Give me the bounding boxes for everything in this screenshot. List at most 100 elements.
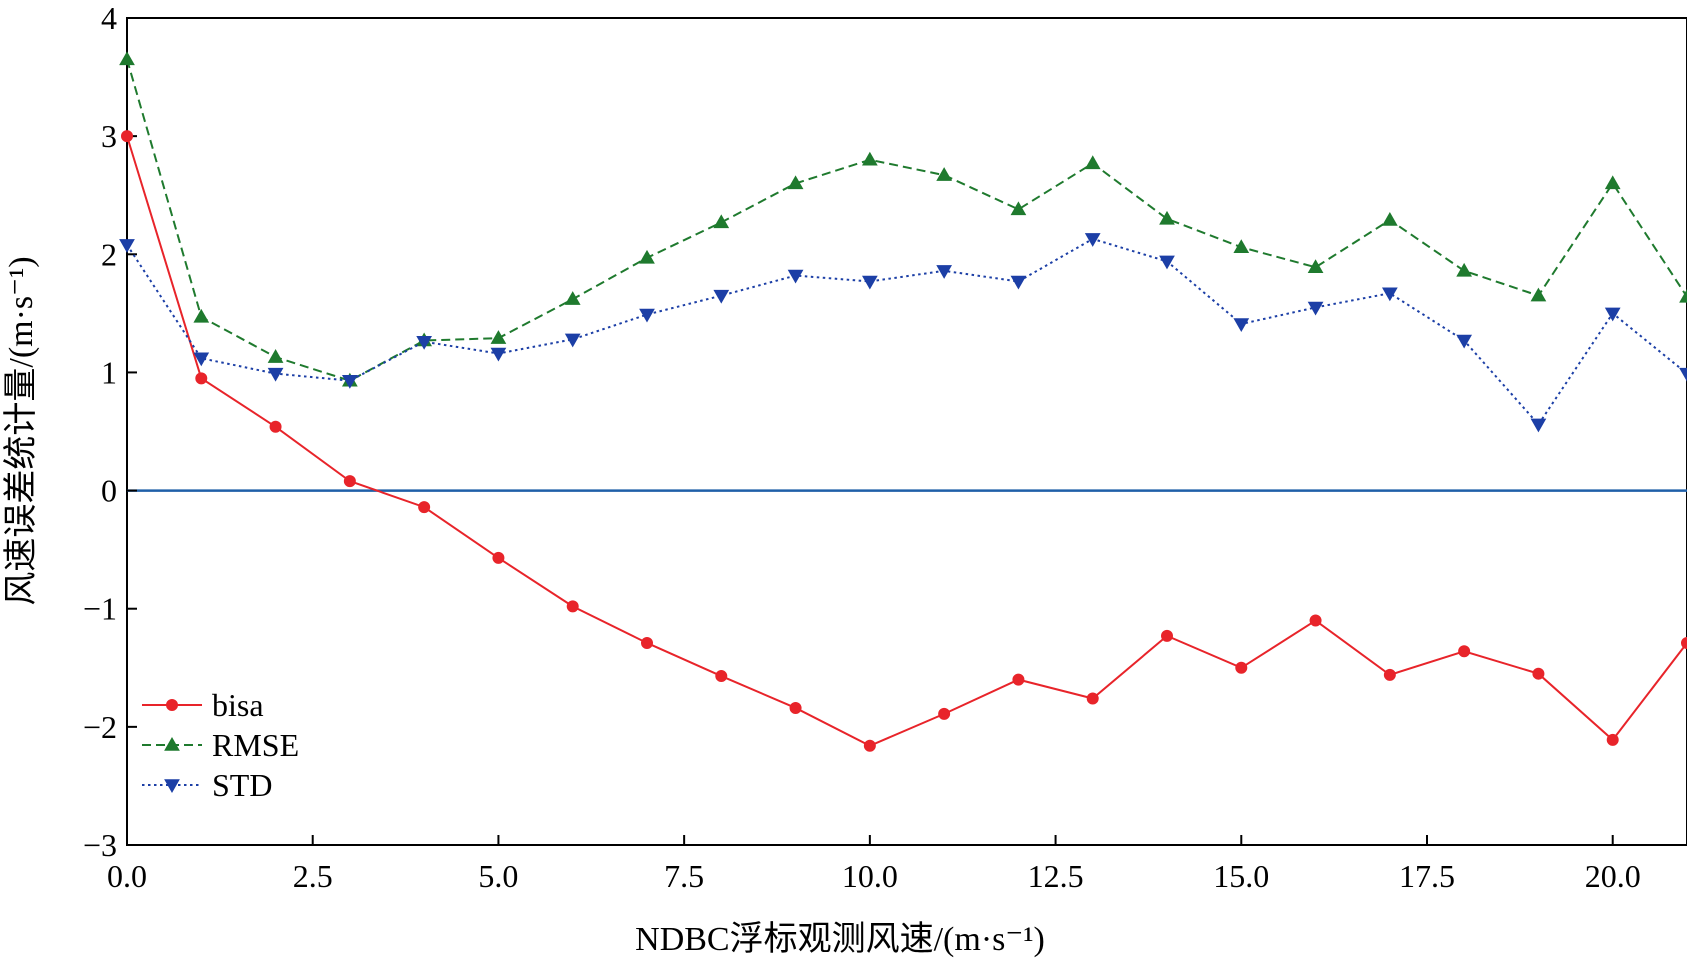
series-bisa-point [566, 600, 579, 613]
series-bisa-point [789, 701, 802, 714]
series-rmse-point [1604, 175, 1621, 190]
x-tick-label: 5.0 [478, 858, 518, 894]
legend-swatch-marker [166, 699, 178, 711]
series-rmse-point [1381, 212, 1398, 226]
series-rmse-point [564, 291, 581, 305]
legend-swatch-marker [164, 779, 180, 794]
series-std-point [713, 289, 730, 304]
series-std-point [1679, 367, 1687, 382]
legend-label: bisa [212, 687, 264, 723]
series-bisa-point [418, 501, 431, 514]
legend-swatch-marker [164, 736, 180, 751]
series-bisa-point [641, 636, 653, 649]
series-rmse-point [490, 330, 507, 344]
y-axis-title: 风速误差统计量/(m·s⁻¹) [2, 256, 40, 605]
y-tick-label: 0 [101, 473, 117, 509]
series-std-point [416, 335, 433, 350]
series-bisa-point [121, 130, 133, 143]
plot-frame [126, 17, 1687, 846]
legend-item-rmse: RMSE [142, 727, 299, 763]
series-std-point [787, 269, 804, 284]
legend: bisa RMSE STD [142, 687, 299, 803]
series-bisa-point [715, 670, 728, 683]
y-tick-label: −3 [83, 827, 117, 863]
x-tick-label: 15.0 [1213, 858, 1269, 894]
series-std-point [1381, 287, 1398, 302]
y-tick-label: 1 [101, 354, 117, 390]
series-rmse-point [119, 51, 135, 66]
series-rmse-point [267, 349, 284, 363]
series-std-point [564, 333, 581, 348]
series-bisa-point [1235, 661, 1248, 674]
series-rmse-point [1233, 239, 1250, 253]
series-bisa-point [343, 475, 356, 488]
legend-item-bisa: bisa [142, 687, 264, 723]
series-rmse-point [1010, 201, 1027, 216]
series-bisa-point [1161, 629, 1173, 642]
series-bisa-point [1606, 733, 1619, 746]
series-std-point [193, 352, 210, 367]
series-std-point [1084, 233, 1101, 247]
series-std-point [1604, 307, 1621, 322]
series-bisa-point [938, 707, 951, 720]
series-rmse-line [126, 59, 1687, 382]
series-std-point [639, 308, 655, 323]
legend-label: RMSE [212, 727, 299, 763]
series-bisa-point [195, 372, 208, 385]
x-tick-label: 2.5 [293, 858, 333, 894]
series-std-line [126, 237, 1687, 427]
series-rmse-point [1456, 262, 1473, 277]
series-std-point [1233, 318, 1250, 332]
series-bisa-point [1086, 692, 1099, 705]
y-tick-label: −2 [83, 709, 117, 745]
series-std-point [267, 367, 284, 382]
series-std-point [1307, 301, 1324, 316]
series-rmse-point [639, 249, 655, 264]
series-bisa-point [492, 551, 505, 564]
y-axis: −3 −2 −1 0 1 2 3 4 [83, 0, 137, 863]
y-tick-label: −1 [83, 591, 117, 627]
series-bisa-point [1012, 673, 1025, 686]
series-bisa-point [1383, 668, 1396, 681]
series-rmse-point [713, 214, 730, 229]
x-tick-label: 0.0 [107, 858, 147, 894]
series-rmse-point [1159, 210, 1175, 225]
series-rmse-point [936, 167, 953, 181]
series-rmse-point [1530, 287, 1547, 302]
series-bisa-point [1309, 614, 1322, 627]
series-bisa-point [1532, 667, 1545, 680]
y-tick-label: 3 [101, 118, 117, 154]
x-tick-label: 20.0 [1585, 858, 1641, 894]
x-tick-label: 17.5 [1399, 858, 1455, 894]
series-std-point [861, 275, 878, 290]
series-rmse-point [861, 151, 878, 166]
x-tick-label: 7.5 [664, 858, 704, 894]
series-std-point [490, 347, 507, 362]
x-tick-label: 10.0 [842, 858, 898, 894]
legend-label: STD [212, 767, 272, 803]
series-bisa [121, 130, 1687, 752]
series-std-point [936, 265, 953, 279]
x-tick-label: 12.5 [1028, 858, 1084, 894]
series-rmse-point [1084, 155, 1101, 170]
series-rmse [119, 51, 1687, 387]
series-std-point [341, 374, 358, 389]
series-rmse-point [1679, 288, 1687, 303]
series-rmse-point [1307, 259, 1324, 274]
series-bisa-point [269, 420, 282, 433]
series-bisa-point [1681, 636, 1687, 649]
series-layer [119, 51, 1687, 752]
series-rmse-point [193, 308, 210, 323]
series-std [119, 233, 1687, 433]
series-bisa-line [126, 135, 1687, 747]
x-axis-title: NDBC浮标观测风速/(m·s⁻¹) [635, 920, 1045, 958]
series-bisa-point [1458, 645, 1471, 658]
y-tick-label: 2 [101, 236, 117, 272]
series-bisa-point [863, 739, 876, 752]
series-rmse-point [787, 175, 804, 190]
series-std-point [119, 239, 135, 253]
y-tick-label: 4 [101, 0, 117, 36]
series-std-point [1456, 334, 1473, 349]
x-axis: 0.0 2.5 5.0 7.5 10.0 12.5 15.0 17.5 20.0 [107, 835, 1641, 894]
